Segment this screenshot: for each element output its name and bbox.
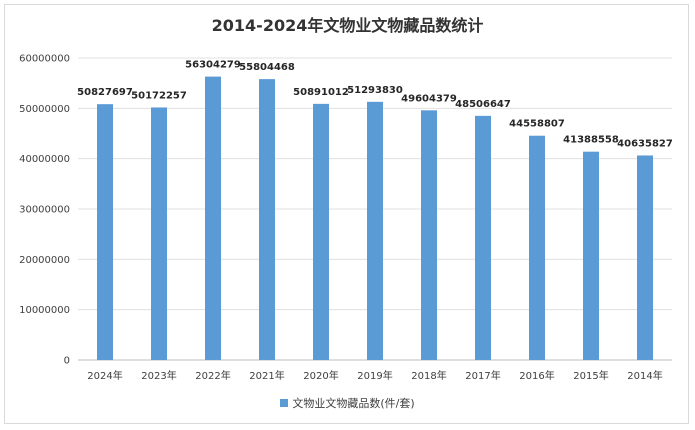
x-tick-label-1: 2023年 xyxy=(141,369,176,382)
x-tick-label-3: 2021年 xyxy=(249,369,284,382)
bar-5 xyxy=(367,101,383,361)
x-tick-label-6: 2018年 xyxy=(411,369,446,382)
legend-label: 文物业文物藏品数(件/套) xyxy=(292,397,415,410)
chart-frame xyxy=(4,4,689,424)
bar-10 xyxy=(637,155,653,360)
bar-7 xyxy=(475,115,491,360)
data-label-1: 50172257 xyxy=(131,90,187,101)
y-tick-label-4: 40000000 xyxy=(19,154,70,165)
data-label-2: 56304279 xyxy=(185,60,241,71)
y-tick-label-1: 10000000 xyxy=(19,305,70,316)
bar-3 xyxy=(259,79,275,361)
bar-8 xyxy=(529,135,545,360)
x-tick-label-7: 2017年 xyxy=(465,369,500,382)
y-tick-label-2: 20000000 xyxy=(19,255,70,266)
bar-1 xyxy=(151,107,167,360)
bar-4 xyxy=(313,103,329,360)
x-tick-label-5: 2019年 xyxy=(357,369,392,382)
data-label-5: 51293830 xyxy=(347,85,403,96)
data-label-8: 44558807 xyxy=(509,119,565,130)
data-label-10: 40635827 xyxy=(617,138,673,149)
bar-9 xyxy=(583,151,599,360)
data-label-9: 41388558 xyxy=(563,135,619,146)
bar-0 xyxy=(97,104,113,360)
y-tick-label-3: 30000000 xyxy=(19,205,70,216)
x-tick-label-4: 2020年 xyxy=(303,369,338,382)
x-tick-label-9: 2015年 xyxy=(573,369,608,382)
x-tick-label-8: 2016年 xyxy=(519,369,554,382)
x-tick-label-2: 2022年 xyxy=(195,369,230,382)
data-label-3: 55804468 xyxy=(239,62,295,73)
chart-title: 2014-2024年文物业文物藏品数统计 xyxy=(211,16,484,35)
bar-6 xyxy=(421,110,437,361)
data-label-7: 48506647 xyxy=(455,99,511,110)
y-tick-label-0: 0 xyxy=(64,356,70,367)
legend-swatch xyxy=(280,399,289,407)
data-label-4: 50891012 xyxy=(293,87,349,98)
bar-2 xyxy=(205,76,221,360)
y-tick-label-6: 60000000 xyxy=(19,54,70,65)
y-tick-label-5: 50000000 xyxy=(19,104,70,115)
data-label-0: 50827697 xyxy=(77,87,133,98)
legend: 文物业文物藏品数(件/套) xyxy=(0,395,695,411)
data-label-6: 49604379 xyxy=(401,93,457,104)
x-tick-label-10: 2014年 xyxy=(627,369,662,382)
x-tick-label-0: 2024年 xyxy=(87,369,122,382)
